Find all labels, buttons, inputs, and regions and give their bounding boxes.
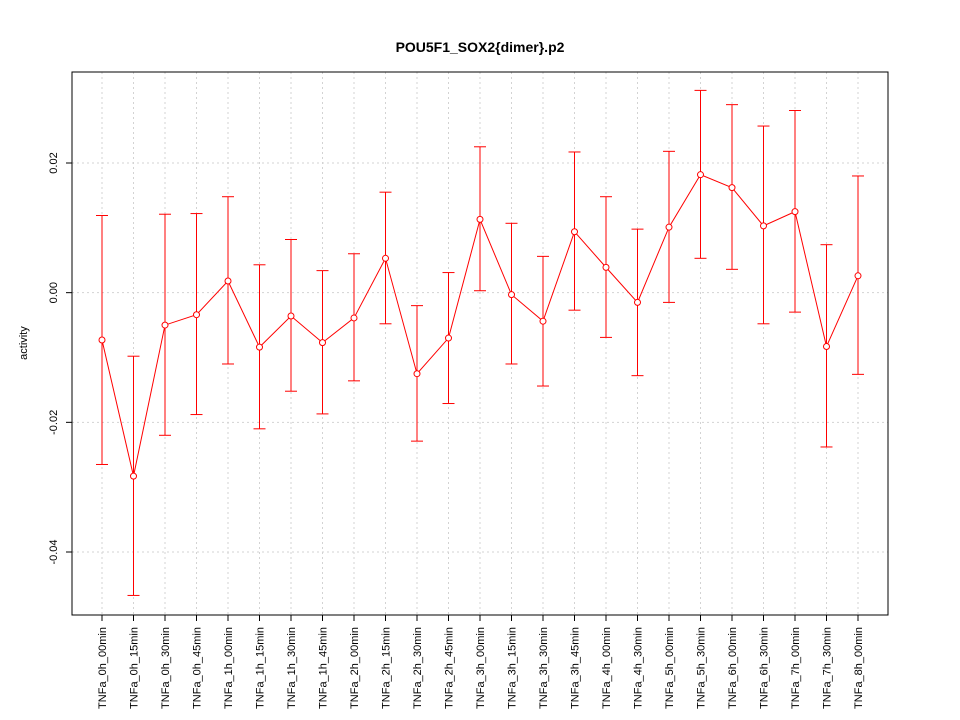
x-tick-label: TNFa_6h_30min [759, 627, 771, 709]
data-point [413, 370, 421, 378]
x-tick-label: TNFa_7h_00min [790, 627, 802, 709]
data-point [130, 472, 137, 480]
x-tick-label: TNFa_2h_00min [349, 627, 361, 709]
x-tick-label: TNFa_0h_15min [129, 627, 141, 709]
data-point [350, 314, 358, 322]
x-tick-label: TNFa_1h_00min [223, 627, 235, 709]
data-point [508, 291, 515, 299]
x-tick-label: TNFa_0h_00min [97, 627, 109, 709]
data-point [728, 184, 736, 192]
data-point [319, 339, 326, 347]
x-tick-label: TNFa_3h_45min [570, 627, 582, 709]
data-point [193, 311, 200, 319]
data-point [98, 336, 106, 344]
x-tick-label: TNFa_1h_45min [318, 627, 330, 709]
data-point [287, 312, 295, 320]
data-point [634, 298, 641, 306]
data-point [571, 228, 578, 236]
x-tick-label: TNFa_5h_00min [664, 627, 676, 709]
data-points [98, 171, 862, 480]
chart-title: POU5F1_SOX2{dimer}.p2 [396, 39, 565, 55]
data-point [854, 272, 862, 280]
data-point [697, 171, 704, 179]
x-tick-label: TNFa_0h_45min [192, 627, 204, 709]
data-point [791, 208, 799, 216]
y-tick-label: -0.02 [48, 410, 60, 435]
y-axis-label: activity [18, 326, 30, 360]
x-tick-label: TNFa_6h_00min [727, 627, 739, 709]
data-point [539, 317, 547, 325]
data-point [665, 223, 673, 231]
y-tick-label: 0.02 [48, 152, 60, 173]
data-point [382, 254, 389, 262]
x-tick-label: TNFa_0h_30min [160, 627, 172, 709]
data-point [823, 342, 830, 350]
x-tick-label: TNFa_7h_30min [822, 627, 834, 709]
x-tick-label: TNFa_4h_30min [633, 627, 645, 709]
y-tick-label: 0.00 [48, 282, 60, 303]
x-tick-label: TNFa_2h_30min [412, 627, 424, 709]
data-point [602, 263, 610, 271]
y-tick-label: -0.04 [48, 539, 60, 564]
x-tick-label: TNFa_2h_45min [444, 627, 456, 709]
data-point [224, 277, 232, 285]
data-point [445, 334, 452, 342]
x-tick-label: TNFa_3h_30min [538, 627, 550, 709]
x-tick-label: TNFa_3h_00min [475, 627, 487, 709]
x-tick-label: TNFa_5h_30min [696, 627, 708, 709]
x-tick-label: TNFa_8h_00min [853, 627, 865, 709]
data-point [256, 343, 263, 351]
x-tick-label: TNFa_3h_15min [507, 627, 519, 709]
x-axis: TNFa_0h_00min TNFa_0h_15min TNFa_0h_30min T… [97, 615, 865, 709]
x-tick-label: TNFa_1h_30min [286, 627, 298, 709]
data-point [161, 321, 169, 329]
x-tick-label: TNFa_2h_15min [381, 627, 393, 709]
y-axis: -0.04 -0.02 0.00 0.02 [48, 152, 72, 565]
data-point [476, 215, 484, 223]
data-point [760, 222, 767, 230]
x-tick-label: TNFa_1h_15min [255, 627, 267, 709]
x-tick-label: TNFa_4h_00min [601, 627, 613, 709]
